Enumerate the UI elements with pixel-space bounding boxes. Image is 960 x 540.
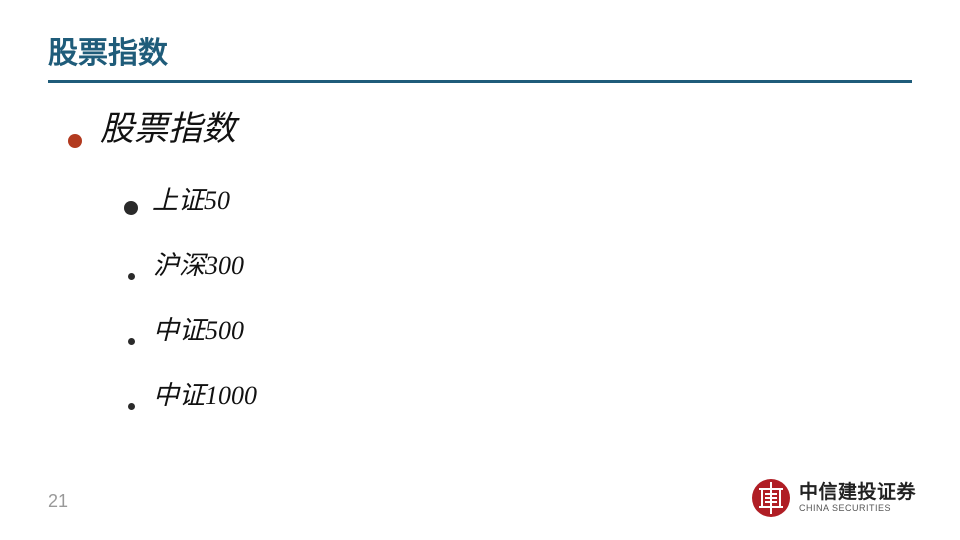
list-item-label: 中证500: [153, 310, 244, 347]
logo-cn-text: 中信建投证券: [799, 483, 916, 502]
slide-content: 股票指数 上证50 沪深300 中证500 中证1000: [0, 83, 960, 412]
list-item-label: 沪深300: [153, 245, 244, 282]
list-item-label: 中证1000: [153, 375, 257, 412]
list-item: 沪深300: [124, 245, 912, 282]
logo-text: 中信建投证券 CHINA SECURITIES: [799, 483, 916, 513]
list-item-label: 上证50: [152, 180, 230, 217]
bullet-marker-icon: [68, 134, 82, 148]
logo-en-text: CHINA SECURITIES: [799, 504, 916, 513]
page-number: 21: [48, 491, 68, 512]
bullet-dot-icon: [128, 403, 135, 410]
bullet-dot-icon: [128, 338, 135, 345]
list-item: 中证1000: [124, 375, 912, 412]
slide-title: 股票指数: [0, 0, 960, 80]
bullet-solid-icon: [124, 201, 138, 215]
logo-mark-icon: [751, 478, 791, 518]
bullet-dot-icon: [128, 273, 135, 280]
list-item: 中证500: [124, 310, 912, 347]
company-logo: 中信建投证券 CHINA SECURITIES: [751, 478, 916, 518]
bullet-level-1: 股票指数: [68, 101, 912, 150]
main-heading: 股票指数: [100, 101, 236, 150]
list-item: 上证50: [124, 180, 912, 217]
